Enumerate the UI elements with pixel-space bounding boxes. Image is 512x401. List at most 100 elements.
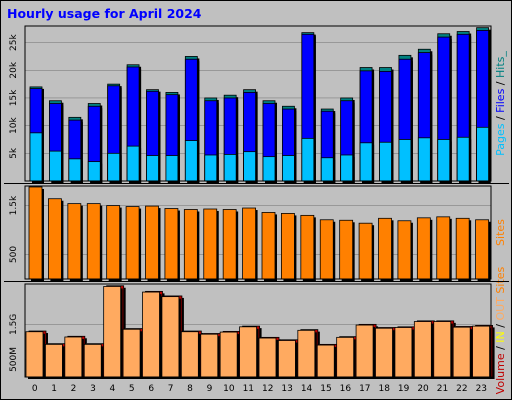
bar-out-2 bbox=[64, 336, 83, 378]
legend-item: Sites bbox=[494, 219, 507, 246]
bar-pages-8 bbox=[184, 140, 198, 182]
x-tick-label: 5 bbox=[129, 384, 135, 394]
x-tick-label: 16 bbox=[340, 384, 352, 394]
x-tick-label: 2 bbox=[71, 384, 77, 394]
bar-sites-19 bbox=[397, 220, 412, 280]
bar-pages-2 bbox=[68, 158, 82, 182]
bar-sites-23 bbox=[475, 219, 489, 280]
bar-sites-12 bbox=[261, 212, 276, 280]
bar-out-6 bbox=[142, 291, 160, 378]
bar-pages-7 bbox=[165, 155, 179, 182]
legend-item: Files bbox=[494, 88, 507, 112]
bar-out-21 bbox=[433, 321, 452, 378]
bar-pages-20 bbox=[417, 137, 431, 182]
x-tick-label: 17 bbox=[359, 384, 370, 394]
bar-out-7 bbox=[161, 296, 180, 378]
x-tick-label: 0 bbox=[32, 384, 38, 394]
bar-sites-7 bbox=[164, 208, 179, 280]
legend-item: / bbox=[494, 343, 507, 354]
bar-out-22 bbox=[452, 326, 471, 378]
bar-pages-18 bbox=[379, 141, 392, 182]
legend-item: Hits bbox=[494, 56, 507, 78]
legend-bottom: Volume / IN / OUT Sites bbox=[494, 266, 507, 394]
x-tick-label: 13 bbox=[281, 384, 292, 394]
bar-out-0 bbox=[25, 331, 44, 378]
bar-out-5 bbox=[122, 328, 141, 378]
legend-item: OUT bbox=[494, 297, 507, 321]
bar-sites-18 bbox=[378, 217, 392, 280]
bar-sites-8 bbox=[183, 209, 198, 280]
bar-out-23 bbox=[472, 325, 490, 378]
bar-pages-0 bbox=[29, 132, 43, 182]
legend-item: _ bbox=[494, 51, 507, 58]
bar-sites-16 bbox=[339, 219, 354, 280]
bar-sites-1 bbox=[48, 198, 62, 280]
bar-out-12 bbox=[258, 337, 277, 378]
y-tick-label: 500 bbox=[9, 246, 19, 263]
bar-sites-4 bbox=[106, 205, 121, 280]
bar-out-4 bbox=[103, 286, 122, 378]
legend-item: Volume bbox=[494, 353, 507, 394]
bar-out-18 bbox=[375, 327, 393, 378]
bar-out-11 bbox=[239, 326, 257, 378]
bar-pages-10 bbox=[223, 154, 237, 182]
legend-item: / bbox=[494, 78, 507, 89]
bar-pages-11 bbox=[243, 151, 256, 182]
bar-out-13 bbox=[278, 340, 296, 378]
bar-pages-1 bbox=[49, 150, 62, 182]
panel-hits-frame bbox=[24, 25, 492, 182]
bar-out-1 bbox=[45, 343, 63, 378]
bar-pages-17 bbox=[359, 142, 373, 182]
x-tick-label: 11 bbox=[243, 384, 254, 394]
legend-middle: Sites bbox=[494, 219, 507, 246]
bar-pages-21 bbox=[437, 139, 451, 182]
panel-sites-frame bbox=[24, 185, 492, 280]
x-tick-label: 8 bbox=[187, 384, 193, 394]
bar-pages-6 bbox=[146, 155, 159, 182]
x-tick-label: 12 bbox=[262, 384, 273, 394]
x-tick-label: 1 bbox=[51, 384, 57, 394]
y-tick-label: 500M bbox=[9, 347, 19, 372]
legend-item: IN bbox=[494, 331, 507, 342]
legend-item: Sites bbox=[494, 266, 507, 293]
x-tick-label: 14 bbox=[301, 384, 313, 394]
bar-sites-10 bbox=[222, 209, 237, 280]
x-tick-label: 15 bbox=[320, 384, 331, 394]
bar-out-14 bbox=[297, 329, 316, 378]
bar-pages-13 bbox=[282, 155, 295, 182]
bar-sites-21 bbox=[436, 216, 451, 280]
x-tick-label: 3 bbox=[90, 384, 96, 394]
bar-sites-6 bbox=[145, 205, 159, 280]
bar-pages-16 bbox=[340, 154, 354, 182]
y-tick-label: 15k bbox=[9, 89, 19, 106]
x-tick-label: 7 bbox=[168, 384, 174, 394]
legend-item: / bbox=[494, 320, 507, 331]
bar-sites-2 bbox=[67, 203, 82, 280]
y-tick-label: 10k bbox=[9, 117, 19, 134]
y-tick-label: 20k bbox=[9, 61, 19, 78]
bar-pages-14 bbox=[301, 137, 315, 182]
bar-out-10 bbox=[219, 331, 238, 378]
legend-item: / bbox=[494, 113, 507, 124]
x-tick-label: 10 bbox=[223, 384, 235, 394]
bar-sites-20 bbox=[416, 217, 431, 280]
bar-out-19 bbox=[394, 327, 413, 378]
x-tick-label: 19 bbox=[398, 384, 410, 394]
panel-volume-frame bbox=[24, 283, 492, 378]
bar-sites-14 bbox=[300, 214, 315, 280]
x-tick-label: 18 bbox=[378, 384, 390, 394]
bar-out-3 bbox=[83, 343, 102, 378]
x-tick-label: 21 bbox=[437, 384, 448, 394]
legend-item: Pages bbox=[494, 123, 507, 156]
x-tick-label: 6 bbox=[148, 384, 154, 394]
bar-pages-3 bbox=[87, 161, 101, 182]
bar-out-8 bbox=[180, 331, 199, 378]
bar-pages-19 bbox=[398, 139, 412, 182]
bar-out-15 bbox=[316, 344, 335, 378]
bar-sites-3 bbox=[86, 203, 101, 280]
bar-out-16 bbox=[336, 336, 355, 378]
bar-sites-0 bbox=[28, 186, 43, 280]
bar-pages-4 bbox=[107, 152, 121, 182]
